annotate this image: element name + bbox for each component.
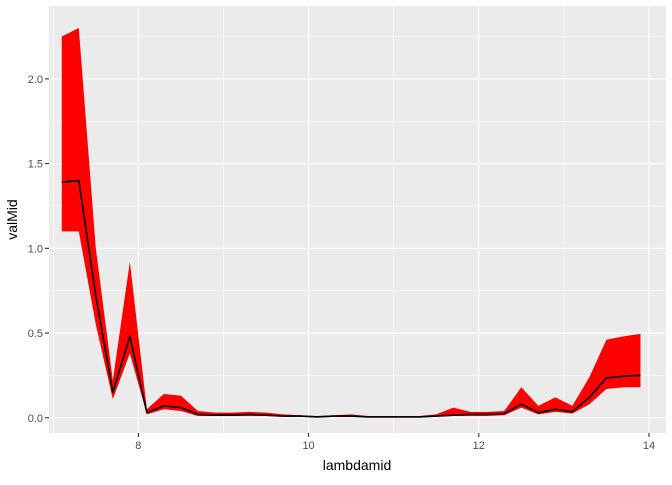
y-tick-label: 1.0: [28, 243, 43, 255]
y-axis: 0.0 0.5 1.0 1.5 2.0: [28, 74, 49, 425]
y-axis-title: valMid: [4, 199, 20, 239]
y-tick-label: 1.5: [28, 159, 43, 171]
x-tick-label: 10: [302, 440, 314, 452]
x-axis-title: lambdamid: [323, 457, 391, 473]
ribbon-layer: [61, 28, 641, 418]
series-line: [61, 179, 641, 418]
y-tick-label: 2.0: [28, 74, 43, 86]
x-tick-label: 12: [473, 440, 485, 452]
x-axis: 8 10 12 14: [135, 433, 655, 452]
y-tick-label: 0.5: [28, 328, 43, 340]
grid-minor-lines: [49, 6, 666, 433]
line-layer: [61, 179, 641, 418]
x-tick-label: 8: [135, 440, 141, 452]
panel: [49, 6, 666, 433]
y-tick-label: 0.0: [28, 413, 43, 425]
x-tick-label: 14: [643, 440, 655, 452]
ribbon-band: [61, 28, 641, 418]
panel-background: [49, 6, 666, 433]
